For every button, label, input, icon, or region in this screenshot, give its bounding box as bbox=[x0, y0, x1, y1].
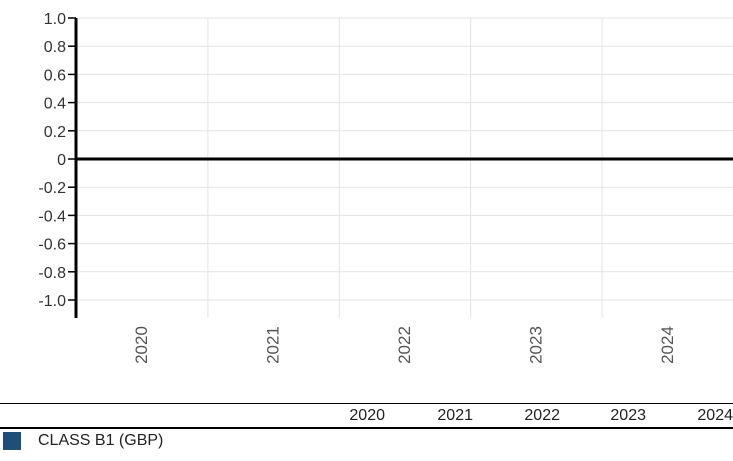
x-tick-label: 2024 bbox=[658, 326, 677, 364]
y-tick-label: 0 bbox=[57, 152, 66, 169]
table-header-2022: 2022 bbox=[524, 407, 560, 424]
bar-chart: 1.0 0.8 0.6 0.4 0.2 0 -0.2 -0.4 -0.6 -0.8 -1.0 202… bbox=[38, 11, 733, 364]
series-label-cell: CLASS B1 (GBP) bbox=[0, 428, 330, 453]
x-tick-label: 2021 bbox=[264, 326, 283, 364]
y-tick-label: -0.8 bbox=[38, 265, 66, 282]
y-tick-label: -0.2 bbox=[38, 180, 66, 197]
y-tick-label: 0.6 bbox=[44, 67, 66, 84]
table-cell bbox=[473, 428, 560, 453]
table-row: CLASS B1 (GBP) bbox=[0, 428, 733, 453]
x-tick-label: 2023 bbox=[526, 326, 545, 364]
table-cell bbox=[646, 428, 733, 453]
series-color-swatch bbox=[3, 431, 21, 450]
y-tick-label: 1.0 bbox=[44, 11, 66, 28]
y-tick-label: 0.4 bbox=[44, 96, 66, 113]
table-header-blank bbox=[0, 404, 330, 429]
table-cell bbox=[385, 428, 473, 453]
table-header-2024: 2024 bbox=[697, 407, 733, 424]
y-axis-ticks: 1.0 0.8 0.6 0.4 0.2 0 -0.2 -0.4 -0.6 -0.8 -1.0 bbox=[38, 11, 76, 310]
y-tick-label: 0.2 bbox=[44, 124, 66, 141]
y-tick-label: 0.8 bbox=[44, 39, 66, 56]
table-header-2020: 2020 bbox=[349, 407, 385, 424]
y-tick-label: -0.4 bbox=[38, 208, 66, 225]
table-header-2021: 2021 bbox=[437, 407, 473, 424]
x-tick-label: 2020 bbox=[132, 326, 151, 364]
series-name: CLASS B1 (GBP) bbox=[38, 431, 164, 449]
grid-lines bbox=[76, 17, 733, 318]
table-cell bbox=[560, 428, 646, 453]
table-header-row: 2020 2021 2022 2023 2024 bbox=[0, 403, 733, 429]
x-tick-label: 2022 bbox=[395, 326, 414, 364]
table-header-2023: 2023 bbox=[610, 407, 646, 424]
x-axis-ticks: 2020 2021 2022 2023 2024 bbox=[132, 326, 677, 364]
data-table: 2020 2021 2022 2023 2024 CLASS B1 (GBP) bbox=[0, 403, 733, 453]
table-cell bbox=[330, 428, 385, 453]
y-tick-label: -0.6 bbox=[38, 237, 66, 254]
y-tick-label: -1.0 bbox=[38, 293, 66, 310]
